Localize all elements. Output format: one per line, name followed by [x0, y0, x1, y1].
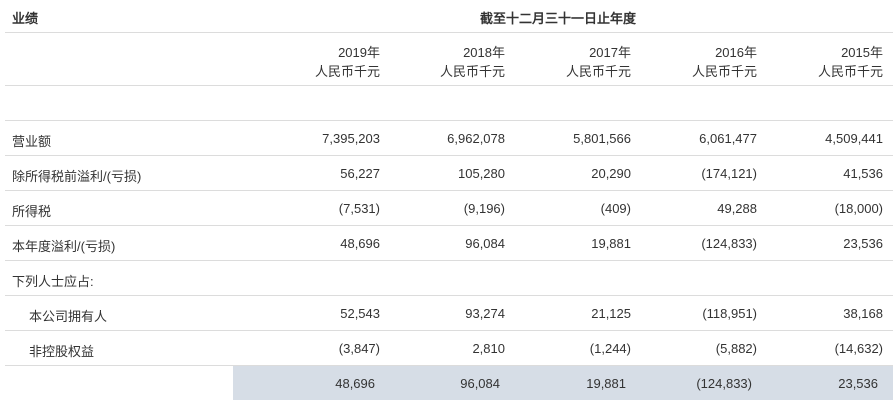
total-value: 48,696: [335, 376, 375, 391]
row-value: 93,274: [465, 306, 505, 321]
column-year: 2018年: [463, 45, 505, 60]
row-value: (14,632): [834, 341, 883, 356]
column-unit: 人民币千元: [314, 64, 380, 79]
row-value: 48,696: [340, 236, 380, 251]
total-row: 48,696 96,084 19,881 (124,833) 23,536: [233, 366, 893, 400]
table-row: 本年度溢利/(亏损) 48,696 96,084 19,881 (124,833) 23,…: [5, 226, 893, 261]
column-header-row: 2019年人民币千元 2018年人民币千元 2017年人民币千元 2016年人民币千元…: [5, 33, 893, 86]
total-value: (124,833): [696, 376, 752, 391]
row-value: (7,531): [338, 201, 380, 216]
row-value: 19,881: [591, 236, 631, 251]
column-unit: 人民币千元: [691, 64, 757, 79]
row-label: 除所得税前溢利/(亏损): [12, 169, 142, 184]
row-value: 5,801,566: [573, 131, 631, 146]
row-label: 所得税: [12, 204, 52, 219]
row-label: 本公司拥有人: [29, 309, 108, 324]
row-value: 20,290: [591, 166, 631, 181]
row-value: 21,125: [591, 306, 631, 321]
column-unit: 人民币千元: [439, 64, 505, 79]
row-value: 56,227: [340, 166, 380, 181]
column-unit: 人民币千元: [817, 64, 883, 79]
column-year: 2019年: [338, 45, 380, 60]
row-value: (118,951): [702, 306, 757, 321]
table-row: 本公司拥有人 52,543 93,274 21,125 (118,951) 38,168: [5, 296, 893, 331]
column-unit: 人民币千元: [565, 64, 631, 79]
column-year: 2016年: [715, 45, 757, 60]
row-value: (9,196): [463, 201, 505, 216]
row-value: 6,962,078: [447, 131, 505, 146]
row-label: 非控股权益: [29, 344, 95, 359]
row-label: 营业额: [12, 134, 52, 149]
total-value: 96,084: [460, 376, 500, 391]
row-value: 4,509,441: [825, 131, 883, 146]
row-value: 38,168: [843, 306, 883, 321]
row-value: (409): [600, 201, 631, 216]
row-value: 96,084: [465, 236, 505, 251]
total-value: 19,881: [586, 376, 626, 391]
row-value: 2,810: [472, 341, 505, 356]
table-row: 除所得税前溢利/(亏损) 56,227 105,280 20,290 (174,121)…: [5, 156, 893, 191]
row-label: 本年度溢利/(亏损): [12, 239, 116, 254]
period-heading: 截至十二月三十一日止年度: [480, 11, 637, 26]
total-value: 23,536: [838, 376, 878, 391]
row-value: 41,536: [843, 166, 883, 181]
table-row: 所得税 (7,531) (9,196) (409) 49,288 (18,000): [5, 191, 893, 226]
table-row: 非控股权益 (3,847) 2,810 (1,244) (5,882) (14,632): [5, 331, 893, 366]
row-value: (174,121): [701, 166, 757, 181]
column-year: 2015年: [841, 45, 883, 60]
column-year: 2017年: [589, 45, 631, 60]
row-value: 49,288: [717, 201, 757, 216]
row-value: 6,061,477: [699, 131, 757, 146]
row-value: (18,000): [834, 201, 883, 216]
spacer-row: [5, 86, 893, 121]
row-value: 52,543: [340, 306, 380, 321]
row-value: (124,833): [701, 236, 757, 251]
section-title: 业绩: [12, 11, 39, 26]
row-value: 23,536: [843, 236, 883, 251]
header-row: 业绩 截至十二月三十一日止年度: [5, 0, 893, 33]
row-value: 7,395,203: [322, 131, 380, 146]
row-value: (5,882): [715, 341, 757, 356]
row-value: 105,280: [458, 166, 505, 181]
row-value: (1,244): [589, 341, 631, 356]
row-label: 下列人士应占:: [12, 274, 94, 289]
table-row: 营业额 7,395,203 6,962,078 5,801,566 6,061,477 4…: [5, 121, 893, 156]
row-value: (3,847): [338, 341, 380, 356]
table-row: 下列人士应占:: [5, 261, 893, 296]
